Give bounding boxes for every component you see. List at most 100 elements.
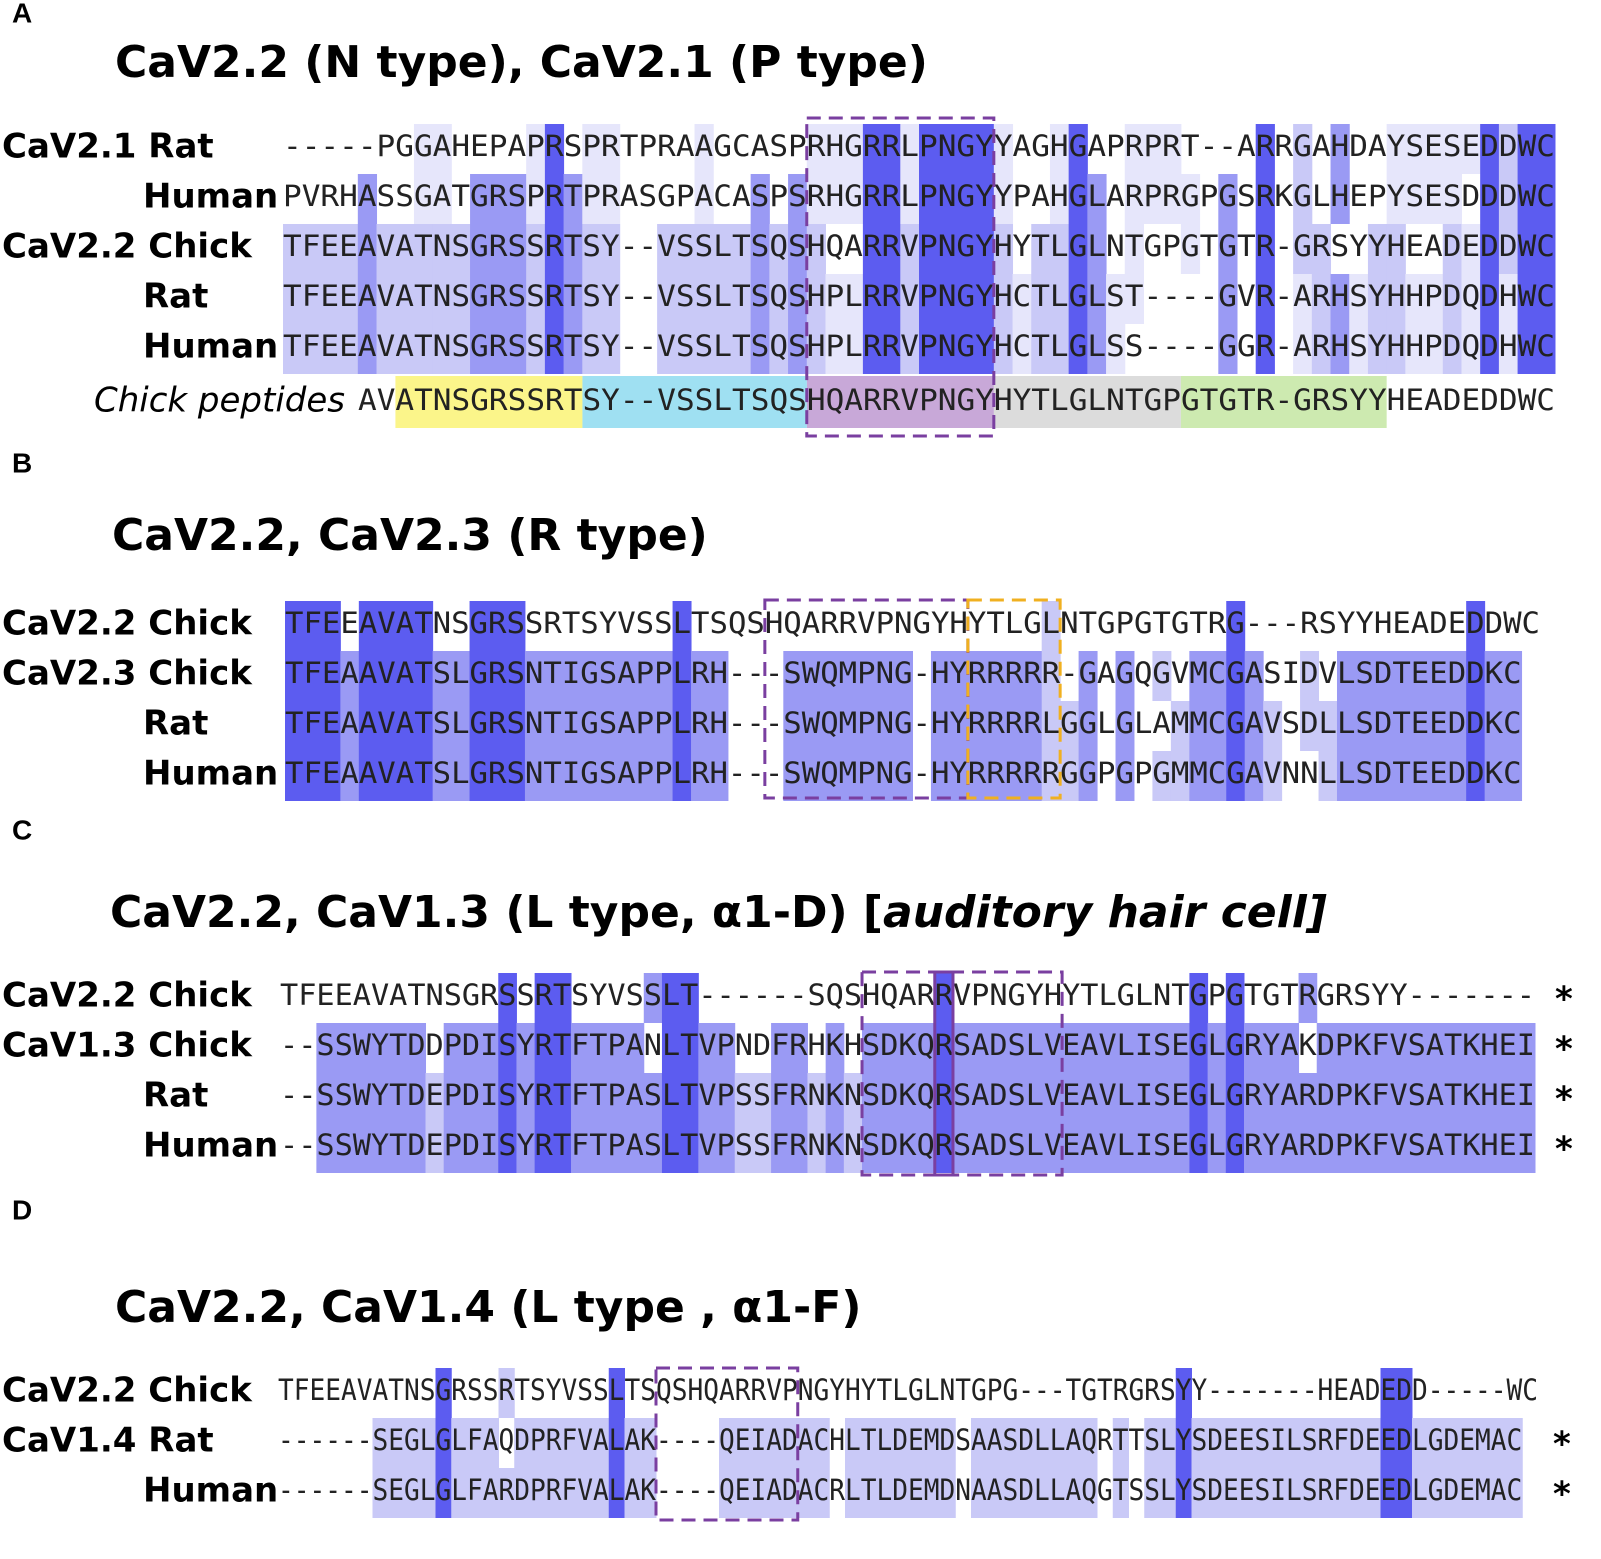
conservation-shade [675,274,696,324]
conservation-shade [283,274,303,324]
conservation-shade [1371,1073,1390,1123]
conservation-shade [752,1073,772,1123]
conservation-shade [316,1023,336,1073]
conservation-shade [1243,1123,1263,1173]
conservation-shade [843,1123,863,1173]
conservation-shade [1517,174,1537,224]
dashed-box [860,970,1064,1177]
conservation-shade [1189,651,1209,701]
conservation-shade [625,1123,645,1173]
conservation-shade [1536,174,1556,224]
conservation-shade [467,1418,484,1468]
conservation-shade [898,1023,918,1073]
conservation-shade [407,1023,427,1073]
title-italic: auditory hair cell] [883,887,1327,938]
conservation-shade [862,1023,881,1073]
conservation-shade [1466,701,1486,751]
conservation-shade [563,324,583,374]
panel-title: CaV2.2, CaV1.4 (L type , α1-F) [115,1282,861,1333]
conservation-shade [1364,1418,1381,1468]
conservation-shade [1004,701,1024,751]
conservation-shade [1263,751,1283,801]
conservation-shade [971,1023,990,1073]
conservation-shade [507,324,527,374]
conservation-shade [1410,651,1430,701]
conservation-shade [1506,1418,1523,1468]
conservation-shade [419,1418,436,1468]
conservation-shade [825,1023,845,1073]
conservation-shade [845,1468,862,1518]
conservation-shade [1447,751,1467,801]
conservation-shade [389,1073,408,1123]
sequence: PVRHASSGATGRSPRTPRASGPACASPSRHGRRLPNGYYP… [283,179,1555,213]
conservation-shade [1218,174,1238,224]
panel-title: CaV2.2 (N type), CaV2.1 (P type) [115,37,928,88]
conservation-shade [1334,1073,1354,1123]
conservation-shade [1407,1123,1427,1173]
conservation-shade [1371,1123,1390,1173]
row-label: Human [143,1471,278,1511]
conservation-shade [516,1123,536,1173]
conservation-shade [1226,651,1246,701]
conservation-shade [937,124,957,174]
conservation-shade [1389,1123,1409,1173]
conservation-shade [1386,124,1406,174]
row-label: Human [143,177,278,217]
conservation-shade [469,651,489,701]
conservation-shade [1189,973,1209,1023]
conservation-shade [488,701,507,751]
conservation-shade [443,1073,463,1123]
conservation-shade [661,1123,681,1173]
conservation-shade [1498,324,1519,374]
conservation-shade [388,1468,405,1518]
conservation-shade [820,701,840,751]
conservation-shade [1412,1468,1429,1518]
conservation-shade [788,324,808,374]
conservation-shade [967,651,987,701]
conservation-shade [389,1023,408,1073]
conservation-shade [956,324,976,374]
conservation-shade [1427,1468,1444,1518]
conservation-shade [1503,751,1523,801]
conservation-shade [1207,1023,1227,1073]
conservation-shade [321,651,341,701]
title-text: CaV2.2, CaV2.3 (R type) [112,510,708,561]
conservation-shade [844,174,864,224]
conservation-shade [435,1418,452,1468]
conservation-shade [432,274,452,324]
conservation-shade [544,324,565,374]
row-label: CaV2.1 Rat [2,127,214,167]
conservation-shade [1243,1023,1263,1073]
conservation-shade [1318,751,1338,801]
conservation-shade [937,174,957,224]
conservation-shade [1334,1023,1354,1073]
conservation-shade [709,701,729,751]
conservation-shade [589,1023,608,1073]
sequence: --SSWYTDEPDISYRTFTPASLTVPSSFRNKNSDKQRSAD… [280,1078,1535,1112]
conservation-shade [395,651,415,701]
conservation-shade [1244,751,1264,801]
row-end-mark: * [1555,1030,1573,1070]
conservation-shade [1144,1418,1161,1468]
conservation-shade [1484,701,1504,751]
conservation-shade [1170,701,1190,751]
conservation-shade [1298,1073,1318,1123]
conservation-shade [766,1468,783,1518]
conservation-shade [783,701,803,751]
conservation-shade [986,751,1006,801]
peptide-sequence: HEADEDDWC [1387,383,1555,417]
conservation-shade [919,224,939,274]
conservation-shade [1162,124,1182,174]
conservation-shade [285,751,304,801]
conservation-shade [432,701,452,751]
conservation-shade [1207,651,1227,701]
row-label: Human [143,327,278,367]
conservation-shade [1380,1468,1397,1518]
conservation-shade [1333,1468,1350,1518]
conservation-shade [1480,274,1500,324]
conservation-shade [731,274,752,324]
conservation-shade [713,274,733,324]
title-text: CaV2.2 (N type), CaV2.1 (P type) [115,37,928,88]
conservation-shade [820,751,840,801]
conservation-shade [1018,1468,1035,1518]
